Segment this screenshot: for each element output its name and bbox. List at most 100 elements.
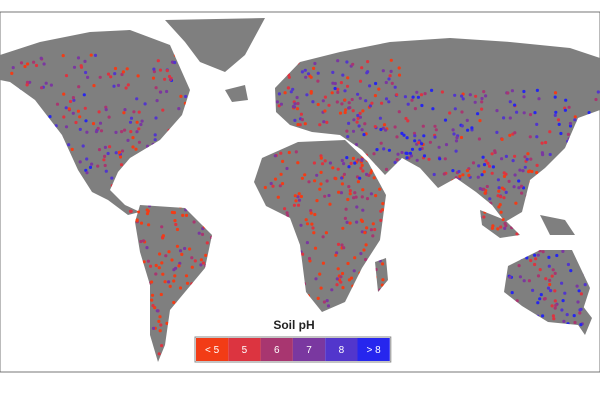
- sample-point: [113, 66, 118, 71]
- sample-point: [125, 67, 129, 71]
- sample-point: [554, 303, 558, 307]
- sample-point: [173, 60, 177, 65]
- sample-point: [335, 277, 339, 281]
- sample-point: [304, 75, 308, 79]
- sample-point: [515, 232, 519, 236]
- sample-point: [76, 56, 81, 60]
- sample-point: [351, 284, 355, 288]
- sample-point: [17, 157, 21, 161]
- sample-point: [530, 187, 534, 191]
- sample-point: [380, 262, 385, 266]
- sample-point: [71, 111, 75, 115]
- sample-point: [195, 310, 199, 314]
- sample-point: [183, 308, 187, 312]
- sample-point: [173, 309, 178, 313]
- sample-point: [500, 157, 504, 161]
- sample-point: [158, 329, 162, 333]
- sample-point: [378, 175, 382, 179]
- sample-point: [354, 143, 358, 147]
- sample-point: [373, 275, 377, 279]
- sample-point: [31, 178, 35, 182]
- sample-point: [562, 319, 566, 323]
- sample-point: [361, 169, 365, 173]
- sample-point: [323, 159, 327, 163]
- sample-point: [560, 281, 564, 285]
- sample-point: [206, 316, 210, 321]
- sample-point: [49, 83, 54, 87]
- sample-point: [351, 109, 355, 113]
- sample-point: [178, 261, 182, 265]
- legend-swatch: [325, 338, 358, 361]
- sample-point: [485, 184, 489, 189]
- sample-point: [110, 176, 114, 180]
- sample-point: [134, 185, 138, 189]
- sample-point: [285, 211, 289, 215]
- sample-point: [368, 104, 372, 108]
- sample-point: [129, 290, 133, 294]
- sample-point: [190, 256, 194, 260]
- sample-point: [360, 128, 364, 132]
- sample-point: [275, 100, 279, 104]
- sample-point: [155, 163, 159, 167]
- sample-point: [481, 155, 485, 159]
- sample-point: [184, 274, 189, 278]
- sample-point: [369, 271, 374, 275]
- sample-point: [168, 284, 172, 288]
- sample-point: [269, 246, 273, 250]
- sample-point: [381, 202, 385, 206]
- sample-point: [347, 165, 351, 169]
- sample-point: [466, 128, 470, 132]
- sample-point: [13, 157, 17, 161]
- sample-point: [325, 299, 329, 303]
- sample-point: [490, 226, 494, 230]
- sample-point: [348, 192, 352, 196]
- sample-point: [188, 318, 192, 322]
- sample-point: [139, 265, 143, 269]
- sample-point: [321, 99, 325, 103]
- sample-point: [27, 98, 31, 102]
- sample-point: [527, 170, 531, 174]
- sample-point: [406, 187, 410, 191]
- sample-point: [206, 224, 210, 228]
- sample-point: [307, 256, 312, 261]
- sample-point: [141, 239, 146, 243]
- sample-point: [279, 270, 283, 274]
- sample-point: [572, 314, 576, 318]
- sample-point: [273, 232, 277, 236]
- sample-point: [487, 164, 492, 168]
- sample-point: [349, 276, 354, 280]
- sample-point: [84, 119, 88, 123]
- sample-point: [363, 231, 367, 235]
- sample-point: [281, 60, 285, 64]
- sample-point: [178, 249, 183, 253]
- sample-point: [11, 66, 15, 70]
- sample-point: [199, 258, 203, 262]
- sample-point: [193, 259, 197, 263]
- sample-point: [177, 130, 181, 134]
- sample-point: [523, 155, 527, 159]
- sample-point: [154, 116, 158, 120]
- sample-point: [358, 111, 362, 115]
- sample-point: [152, 67, 156, 71]
- sample-point: [136, 74, 140, 78]
- sample-point: [518, 254, 522, 258]
- sample-point: [55, 102, 60, 106]
- sample-point: [340, 158, 344, 163]
- sample-point: [579, 292, 584, 296]
- sample-point: [583, 272, 587, 276]
- sample-point: [535, 171, 539, 175]
- sample-point: [381, 278, 385, 282]
- sample-point: [582, 260, 586, 264]
- sample-point: [576, 300, 580, 304]
- sample-point: [165, 321, 169, 325]
- sample-point: [188, 247, 192, 251]
- sample-point: [438, 157, 442, 161]
- sample-point: [510, 89, 514, 93]
- sample-point: [522, 95, 526, 99]
- sample-point: [372, 152, 376, 156]
- sample-point: [327, 103, 331, 107]
- sample-point: [495, 130, 499, 134]
- sample-point: [442, 172, 446, 176]
- sample-point: [179, 94, 183, 98]
- sample-point: [398, 160, 402, 164]
